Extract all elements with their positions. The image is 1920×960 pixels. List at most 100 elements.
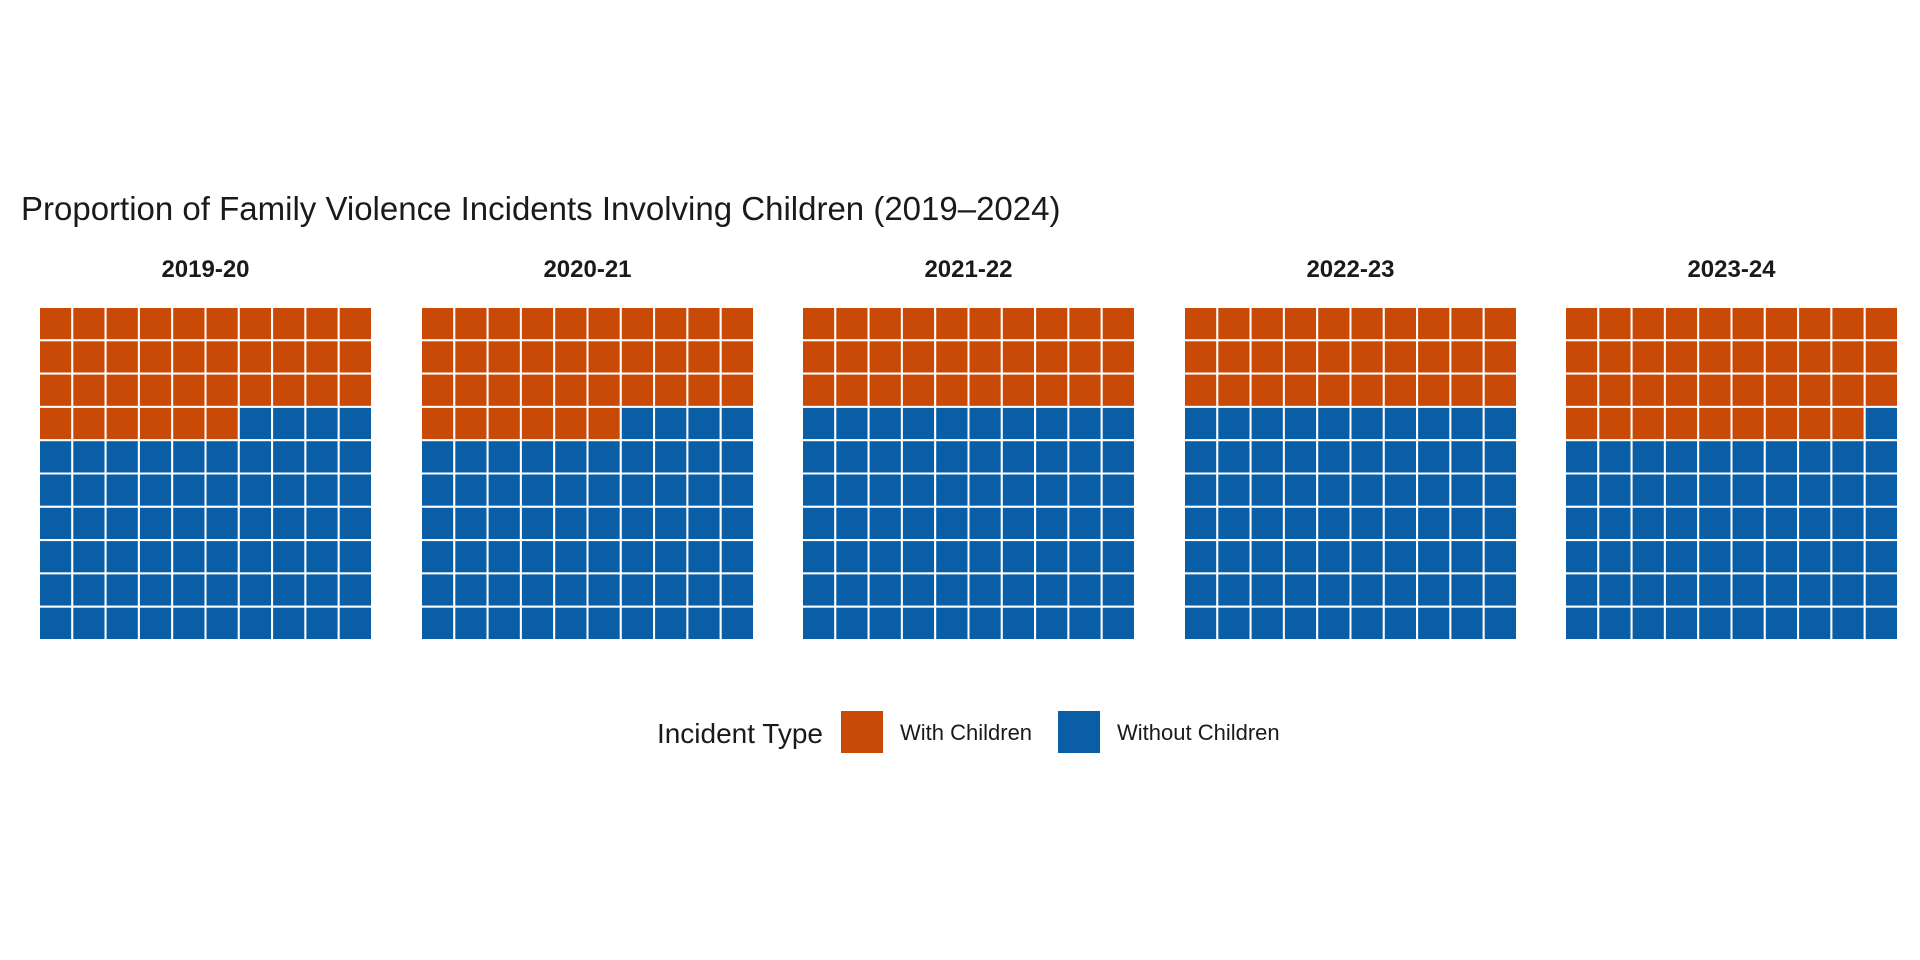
waffle-tile [71,605,107,642]
waffle-tile [1349,605,1385,642]
waffle-tile [237,439,274,475]
waffle-tile [1482,372,1518,408]
waffle-tile [1000,605,1037,642]
waffle-tile [237,306,274,342]
waffle-tile [1416,605,1452,642]
waffle-tile [1416,439,1452,475]
waffle-tile [420,405,456,442]
waffle-tile [1067,372,1103,408]
waffle-tile [1663,306,1700,342]
waffle-tile [1316,605,1352,642]
waffle-tile [900,605,937,642]
waffle-tile [337,539,374,575]
waffle-tile [453,339,489,375]
waffle-tile [1034,439,1070,475]
waffle-tile [1067,505,1103,542]
waffle-tile [304,439,340,475]
waffle-tile [934,572,970,608]
waffle-tile [171,539,207,575]
waffle-tile [1449,572,1485,608]
waffle-tile [1100,372,1136,408]
waffle-tile [686,539,722,575]
waffle-tile [1216,405,1252,442]
waffle-tile [1630,539,1666,575]
waffle-tile [1663,405,1700,442]
waffle-tile [653,439,689,475]
waffle-tile [420,605,456,642]
waffle-tile [1249,405,1285,442]
waffle-tile [1482,472,1518,508]
waffle-tile [1830,605,1866,642]
waffle-tile [834,539,870,575]
waffle-tile [1416,539,1452,575]
waffle-tile [304,472,340,508]
waffle-tile [1730,605,1766,642]
waffle-tile [1863,306,1899,342]
waffle-tile [1597,306,1633,342]
waffle-tile [1797,439,1833,475]
waffle-tile [486,405,522,442]
waffle-tile [1034,505,1070,542]
waffle-tile [1797,472,1833,508]
waffle-tile [1183,405,1219,442]
waffle-tile [71,439,107,475]
waffle-tile [934,472,970,508]
waffle-tile [304,572,340,608]
waffle-tile [1100,339,1136,375]
waffle-tile [1797,339,1833,375]
waffle-tile [867,505,903,542]
waffle-tile [1564,439,1600,475]
waffle-tile [1416,339,1452,375]
waffle-tile [420,306,456,342]
waffle-tile [1249,605,1285,642]
waffle-tile [1382,505,1419,542]
waffle-tile [1482,605,1518,642]
waffle-tile [1000,439,1037,475]
waffle-tile [1349,472,1385,508]
waffle-tile [420,539,456,575]
waffle-tile [1216,605,1252,642]
waffle-tile [1000,372,1037,408]
waffle-tile [1564,339,1600,375]
waffle-tile [204,306,240,342]
waffle-tile [1482,572,1518,608]
waffle-tile [71,372,107,408]
waffle-tile [1382,405,1419,442]
waffle-tile [1730,439,1766,475]
waffle-tile [1349,306,1385,342]
waffle-tile [1564,405,1600,442]
waffle-tile [1316,306,1352,342]
waffle-tile [171,405,207,442]
waffle-tile [420,339,456,375]
waffle-tile [1763,405,1800,442]
legend: Incident Type With Children Without Child… [657,711,1280,753]
waffle-tile [686,306,722,342]
waffle-tile [1349,572,1385,608]
facet-label: 2021-22 [924,256,1012,283]
waffle-tile [104,372,140,408]
waffle-tile [1564,372,1600,408]
waffle-tile [519,472,556,508]
waffle-tile [1797,572,1833,608]
waffle-tile [137,339,174,375]
waffle-tile [486,439,522,475]
waffle-tile [1416,472,1452,508]
waffle-tile [619,539,656,575]
waffle-tile [1763,306,1800,342]
waffle-tile [653,539,689,575]
waffle-tile [1763,572,1800,608]
waffle-tile [686,372,722,408]
waffle-tile [1697,605,1733,642]
waffle-tile [1697,306,1733,342]
waffle-tile [1449,405,1485,442]
waffle-tile [900,472,937,508]
waffle-tile [1316,572,1352,608]
waffle-tile [834,306,870,342]
waffle-tile [1249,339,1285,375]
waffle-tile [1382,572,1419,608]
waffle-tile [1349,539,1385,575]
facet-2019-20: 2019-20 [38,256,374,642]
waffle-tile [619,405,656,442]
waffle-tile [38,439,74,475]
waffle-tile [337,306,374,342]
